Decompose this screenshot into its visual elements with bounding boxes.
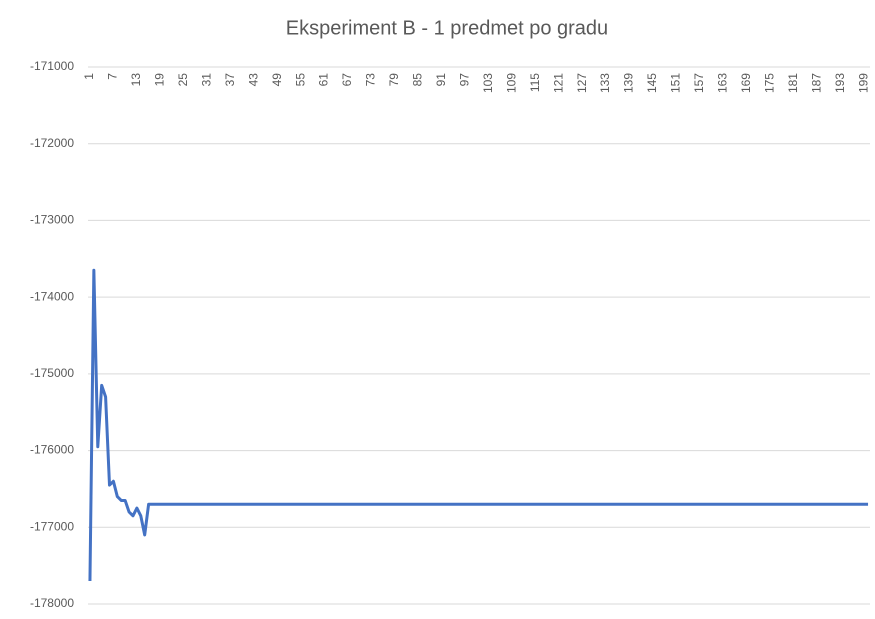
x-tick-label: 151 (669, 73, 683, 93)
y-tick-label: -175000 (30, 366, 74, 380)
x-tick-label: 79 (387, 73, 401, 87)
x-tick-label: 175 (762, 73, 776, 93)
x-tick-label: 157 (692, 73, 706, 93)
x-tick-label: 193 (833, 73, 847, 93)
x-tick-label: 181 (786, 73, 800, 93)
x-tick-label: 31 (199, 73, 213, 87)
x-tick-label: 67 (340, 73, 354, 87)
x-tick-label: 115 (528, 73, 542, 92)
x-tick-label: 85 (411, 73, 425, 87)
x-tick-label: 49 (270, 73, 284, 87)
y-tick-label: -174000 (30, 289, 74, 303)
x-tick-label: 55 (293, 73, 307, 87)
x-tick-label: 7 (106, 73, 120, 80)
x-tick-label: 163 (716, 73, 730, 93)
x-tick-label: 61 (317, 73, 331, 87)
x-tick-label: 199 (856, 73, 870, 93)
x-tick-label: 73 (364, 73, 378, 87)
series-line (88, 268, 869, 582)
x-tick-label: 1 (82, 73, 96, 80)
x-tick-label: 13 (129, 73, 143, 87)
y-tick-label: -173000 (30, 213, 74, 227)
x-tick-label: 145 (645, 73, 659, 93)
y-tick-label: -178000 (30, 596, 74, 610)
x-tick-label: 139 (622, 73, 636, 93)
x-tick-label: 187 (809, 73, 823, 93)
x-tick-label: 133 (598, 73, 612, 93)
y-tick-label: -171000 (30, 59, 74, 73)
x-tick-label: 121 (551, 73, 565, 93)
y-tick-label: -177000 (30, 519, 74, 533)
x-tick-label: 91 (434, 73, 448, 87)
chart-title: Eksperiment B - 1 predmet po gradu (286, 17, 608, 39)
x-tick-label: 43 (246, 73, 260, 87)
x-tick-label: 127 (575, 73, 589, 93)
x-tick-label: 109 (504, 73, 518, 93)
x-tick-label: 169 (739, 73, 753, 93)
x-tick-label: 19 (153, 73, 167, 87)
x-tick-label: 37 (223, 73, 237, 87)
x-tick-label: 97 (457, 73, 471, 87)
x-tick-label: 103 (481, 73, 495, 93)
y-tick-label: -176000 (30, 443, 74, 457)
x-tick-label: 25 (176, 73, 190, 87)
y-tick-label: -172000 (30, 136, 74, 150)
